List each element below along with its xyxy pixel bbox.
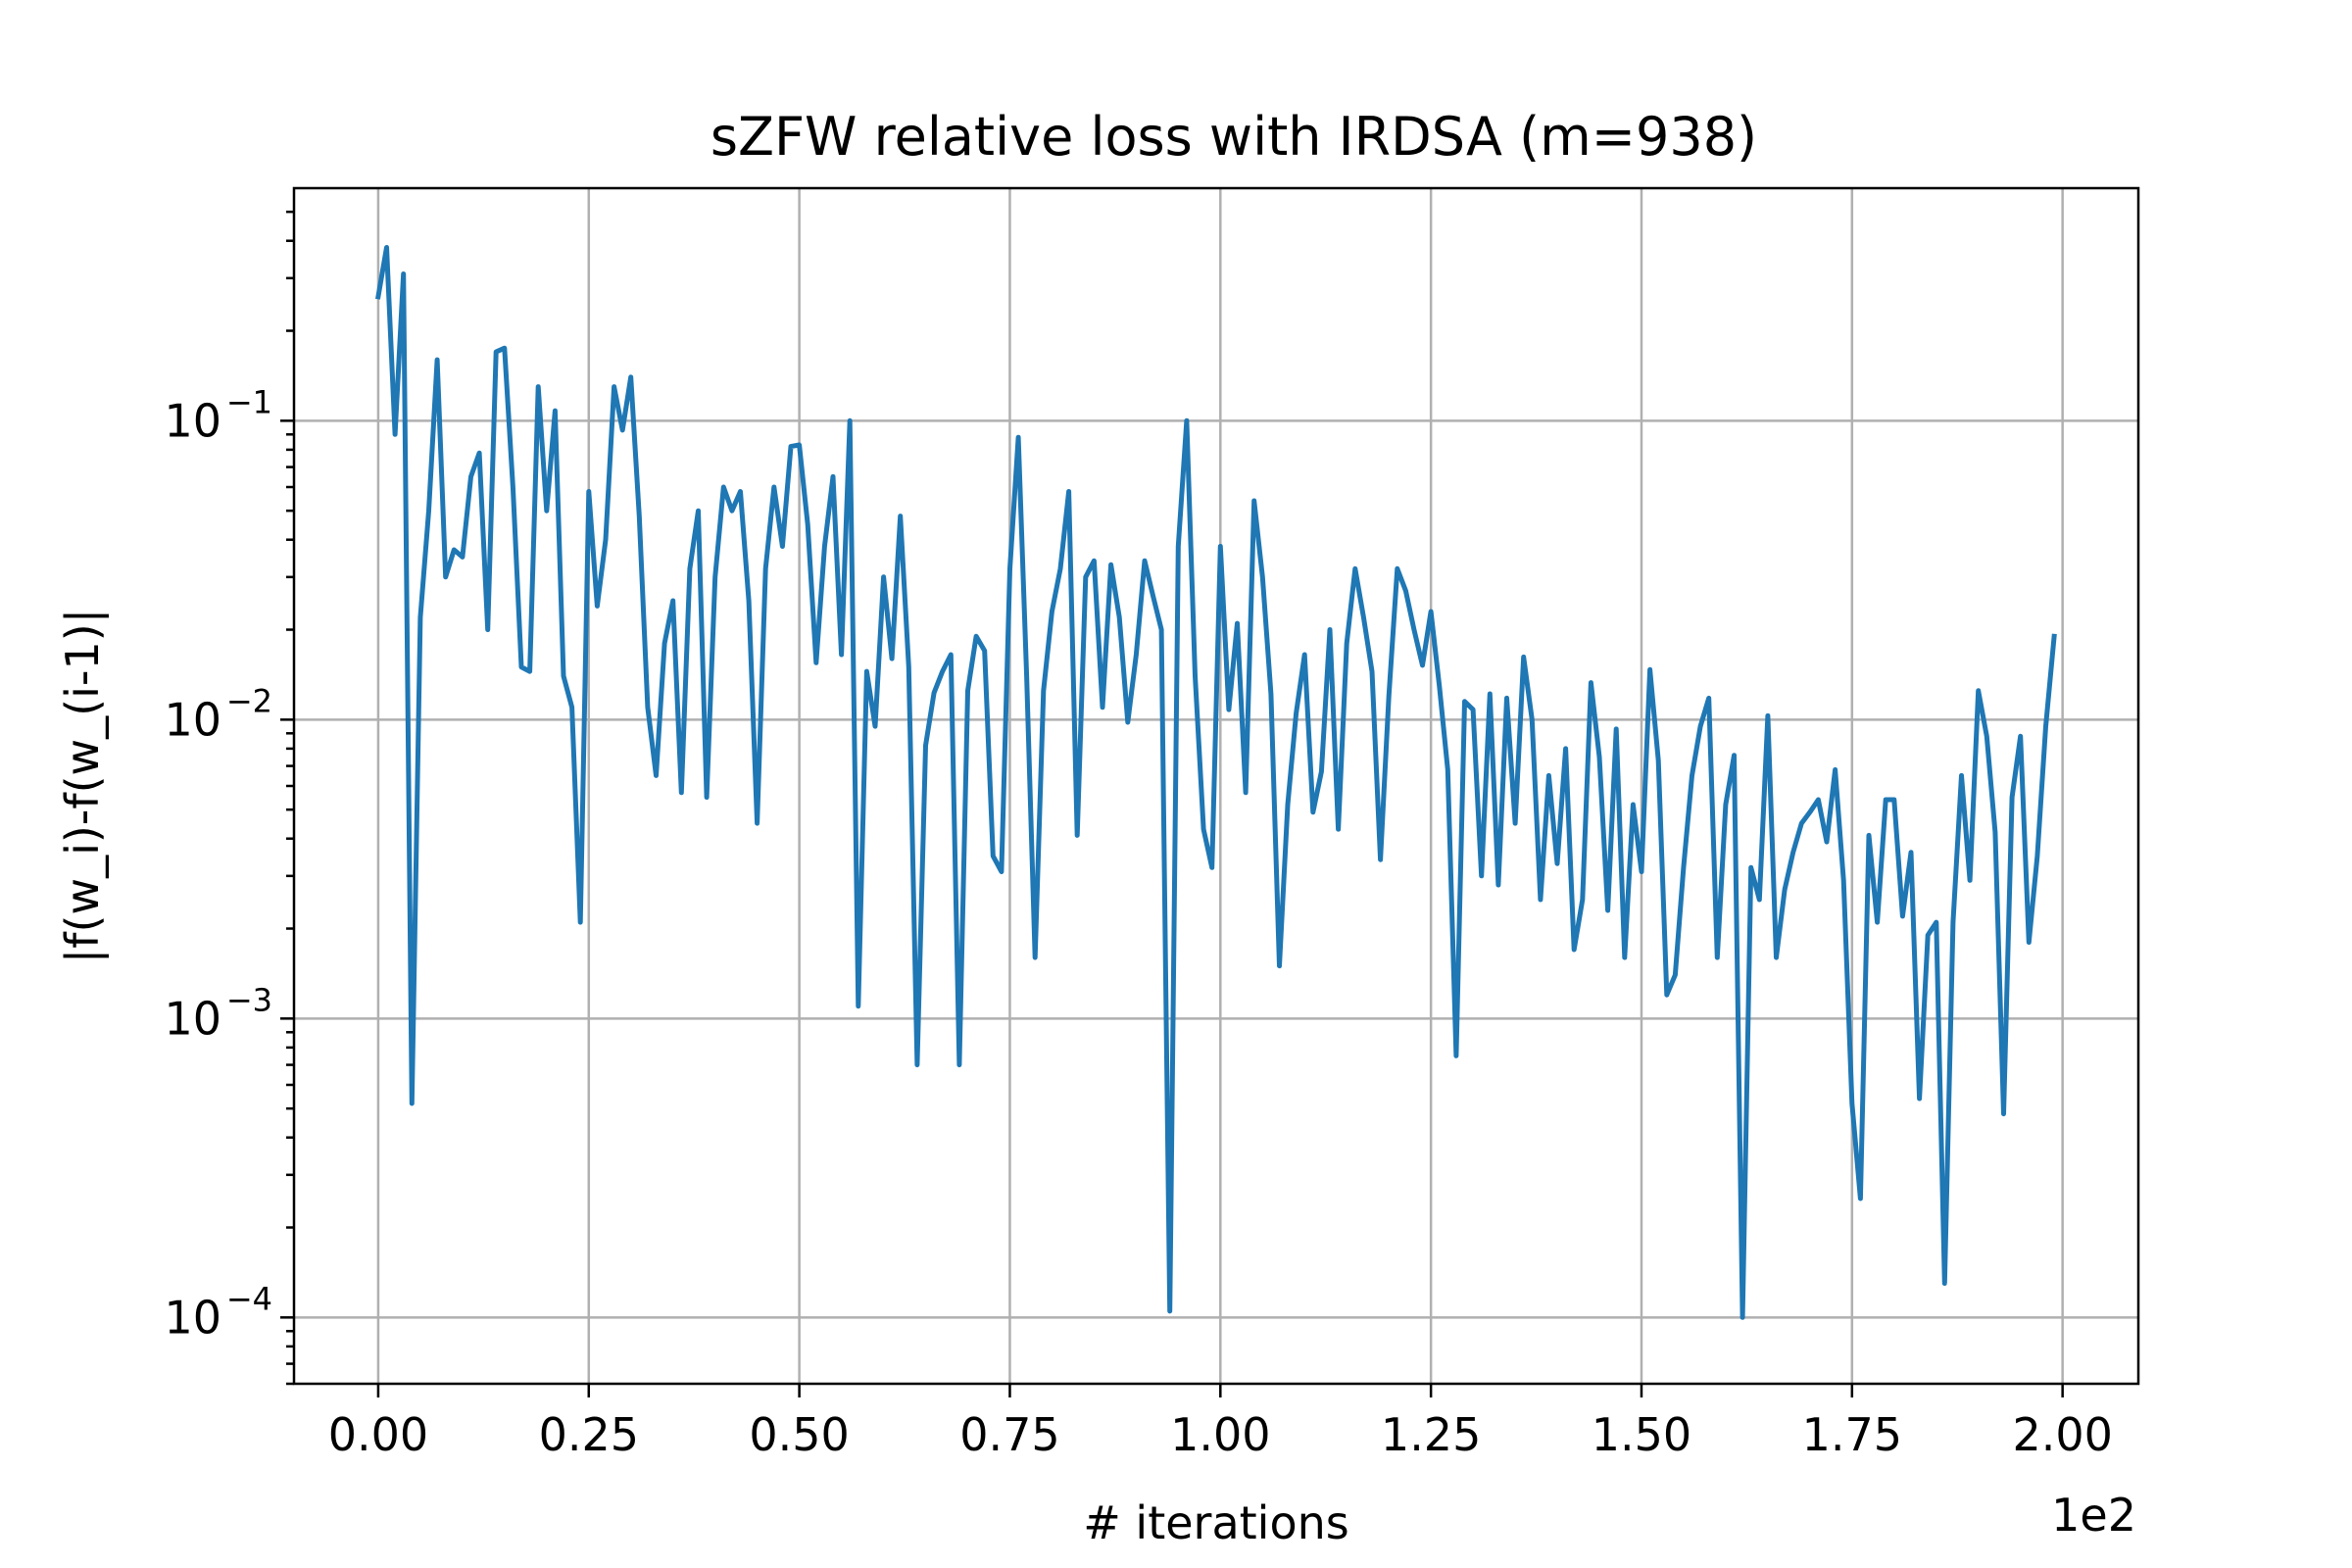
series-line	[375, 245, 2057, 1320]
chart-title: sZFW relative loss with IRDSA (m=938)	[710, 106, 1757, 168]
x-tick-label: 1.00	[1170, 1408, 1270, 1461]
grid	[294, 188, 2138, 1384]
y-axis-label: |f(w_i)-f(w_(i-1)|	[56, 609, 110, 963]
x-tick-label: 1.75	[1802, 1408, 1902, 1461]
x-axis-offset-label: 1e2	[2051, 1489, 2136, 1542]
series-layer	[375, 245, 2057, 1320]
x-tick-label: 0.25	[539, 1408, 639, 1461]
x-tick-label: 0.50	[749, 1408, 849, 1461]
ticks	[280, 210, 2064, 1397]
x-tick-label: 2.00	[2012, 1408, 2112, 1461]
y-tick-label: 10	[164, 693, 221, 746]
y-tick-label-exponent: −3	[226, 981, 272, 1018]
x-axis-label: # iterations	[1083, 1496, 1348, 1549]
y-tick-label-exponent: −2	[226, 682, 272, 719]
y-tick-label-exponent: −4	[226, 1280, 272, 1317]
y-tick-label: 10	[164, 1291, 221, 1344]
x-tick-label: 0.75	[959, 1408, 1059, 1461]
y-tick-label: 10	[164, 992, 221, 1045]
x-tick-label: 1.50	[1592, 1408, 1691, 1461]
x-tick-label: 0.00	[328, 1408, 428, 1461]
y-tick-label-exponent: −1	[226, 383, 272, 420]
x-tick-label: 1.25	[1381, 1408, 1481, 1461]
y-tick-label: 10	[164, 394, 221, 447]
